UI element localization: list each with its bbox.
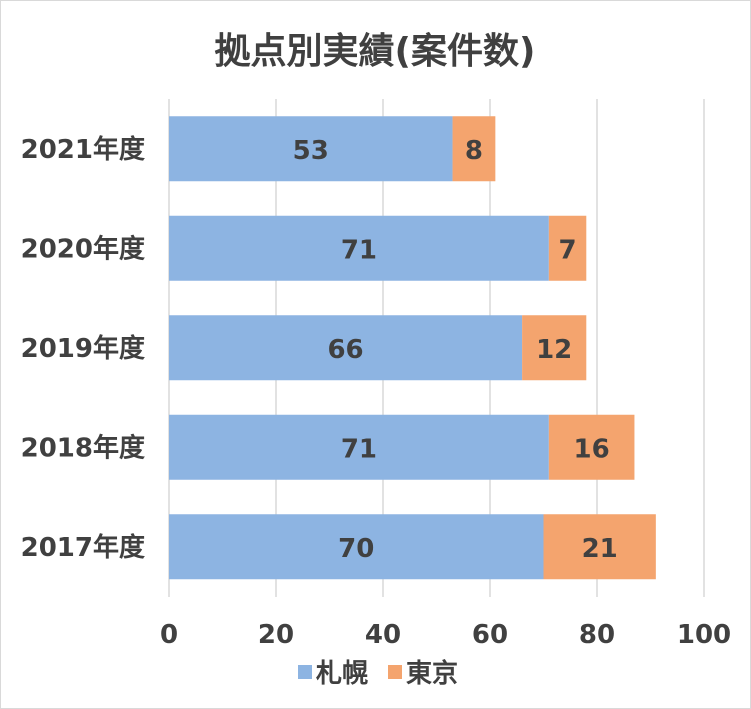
category-label: 2017年度	[21, 532, 145, 563]
data-label: 71	[341, 434, 377, 464]
bars: 53 8 71 7 66 12 71 16 70 21	[169, 116, 656, 580]
bar-東京-2017年度	[543, 514, 656, 580]
bar-札幌-2019年度	[169, 315, 523, 381]
bar-札幌-2021年度	[169, 116, 453, 182]
data-label: 53	[293, 136, 329, 166]
x-tick-label: 20	[258, 620, 294, 650]
data-label: 66	[327, 335, 363, 365]
category-label: 2018年度	[21, 432, 145, 463]
category-label: 2020年度	[21, 233, 145, 264]
data-label: 12	[536, 335, 572, 365]
x-tick-label: 80	[579, 620, 615, 650]
x-tick-label: 60	[472, 620, 508, 650]
bar-札幌-2020年度	[169, 215, 549, 281]
data-label: 16	[574, 434, 610, 464]
category-label: 2019年度	[21, 333, 145, 364]
bar-東京-2021年度	[452, 116, 496, 182]
x-axis-tick-labels: 0 20 40 60 80 100	[160, 620, 731, 650]
bar-東京-2020年度	[548, 215, 587, 281]
data-label: 70	[338, 534, 374, 564]
category-labels: 2021年度 2020年度 2019年度 2018年度 2017年度	[21, 134, 145, 563]
x-tick-label: 40	[365, 620, 401, 650]
data-label: 21	[582, 534, 618, 564]
data-label: 7	[559, 235, 577, 265]
legend-swatch-札幌	[298, 665, 312, 679]
category-label: 2021年度	[21, 134, 145, 165]
legend: 札幌 東京	[298, 658, 458, 689]
x-tick-label: 0	[160, 620, 178, 650]
legend-label: 札幌	[316, 659, 368, 689]
bar-札幌-2018年度	[169, 414, 549, 480]
data-label: 71	[341, 235, 377, 265]
bar-札幌-2017年度	[169, 514, 544, 580]
x-tick-label: 100	[677, 620, 731, 650]
chart-title: 拠点別実績(案件数)	[215, 31, 536, 72]
legend-swatch-東京	[388, 665, 402, 679]
bar-東京-2019年度	[522, 315, 587, 381]
legend-label: 東京	[406, 658, 458, 689]
bar-東京-2018年度	[548, 414, 635, 480]
data-label: 8	[465, 136, 483, 166]
